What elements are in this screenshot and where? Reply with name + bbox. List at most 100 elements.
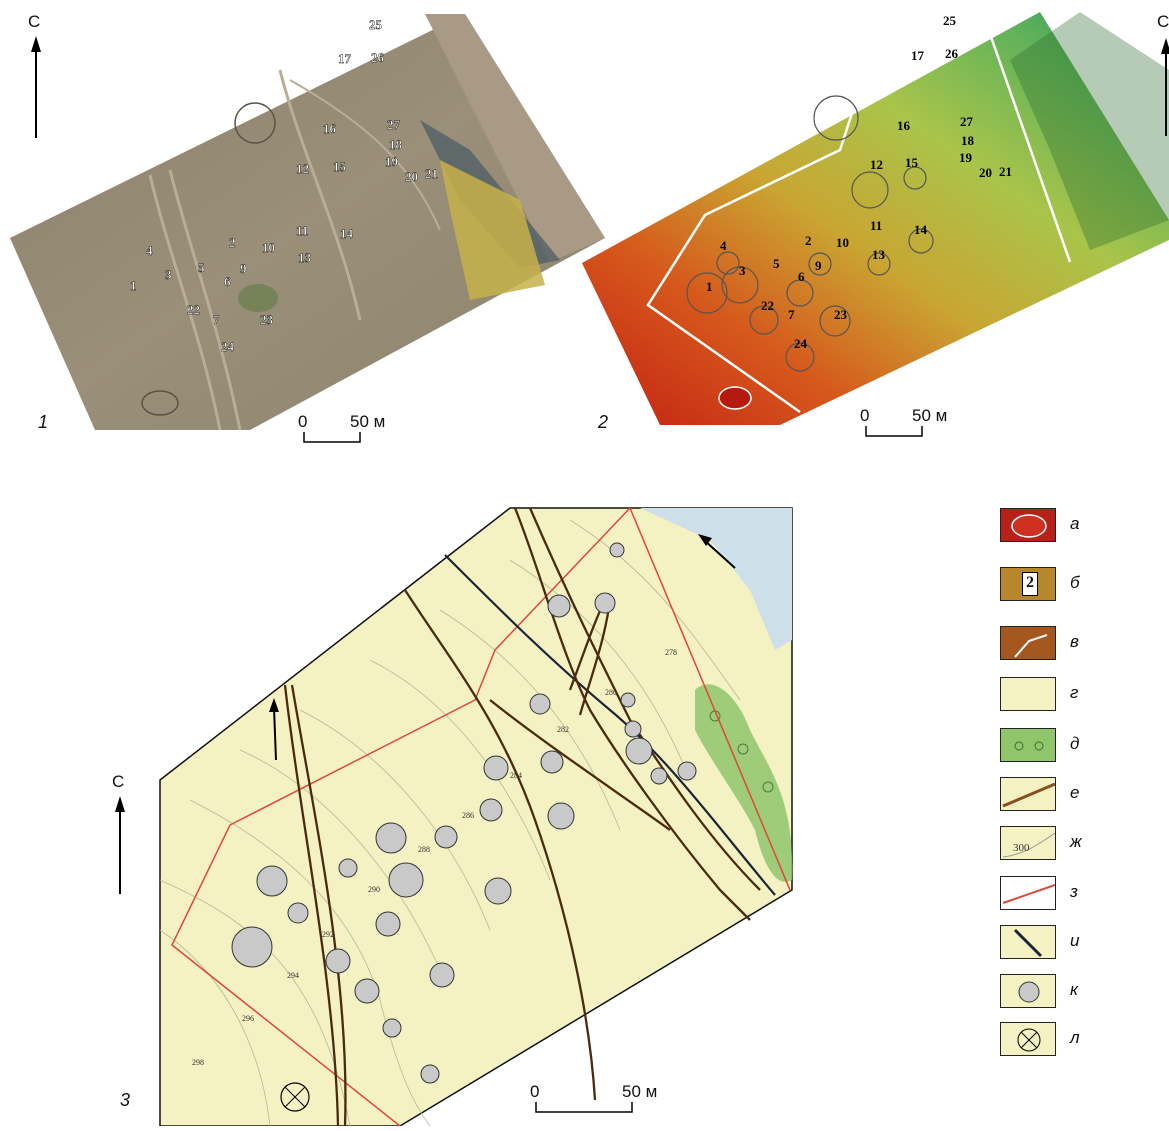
contour-label: 286 <box>462 811 474 820</box>
mound-label: 15 <box>905 155 919 170</box>
legend-item: в <box>1000 626 1160 662</box>
mound-label: 24 <box>794 336 808 351</box>
mound-label: 21 <box>425 166 438 181</box>
burial-mound-icon <box>1000 974 1056 1008</box>
north-arrow-icon <box>115 796 125 894</box>
legend-item: а <box>1000 508 1160 544</box>
aerial-photo-panel: 1 2 3 4 5 6 7 9 10 11 12 13 14 15 16 17 … <box>0 0 610 440</box>
mound-label: 14 <box>914 222 928 237</box>
contour-label: 278 <box>665 648 677 657</box>
legend-letter: в <box>1070 632 1079 651</box>
marker-circle-legend-icon <box>1000 1022 1056 1056</box>
legend-item: и <box>1000 925 1160 961</box>
mound-label: 26 <box>371 50 385 65</box>
scale-bar: 0 50 м <box>528 1080 668 1116</box>
mound-label: 20 <box>979 165 992 180</box>
legend-letter: д <box>1070 734 1080 753</box>
scale-bar: 0 50 м <box>296 410 406 446</box>
mound-label: 7 <box>788 307 795 322</box>
mound-label: 11 <box>296 223 308 238</box>
mound-label: 17 <box>911 48 925 63</box>
mound-label: 26 <box>945 46 959 61</box>
contour-label: 298 <box>192 1058 204 1067</box>
mound-label: 2 <box>805 233 812 248</box>
scale-end: 50 м <box>622 1082 658 1101</box>
mound-label: 21 <box>999 164 1012 179</box>
mound-label: 5 <box>198 260 205 275</box>
mound-label: 20 <box>405 169 418 184</box>
mound-label: 16 <box>897 118 911 133</box>
legend-item: к <box>1000 974 1160 1010</box>
north-label: С <box>112 772 125 791</box>
mound-label: 12 <box>870 157 883 172</box>
mound-label: 27 <box>960 114 974 129</box>
mound-label: 10 <box>262 240 275 255</box>
ridge-line-icon <box>1000 925 1056 959</box>
dem-labels: 1 2 3 4 5 6 7 9 10 11 12 13 14 15 16 17 … <box>706 13 1012 351</box>
scale-zero: 0 <box>860 406 870 425</box>
mound-label: 13 <box>298 250 312 265</box>
aerial-photo-map: 1 2 3 4 5 6 7 9 10 11 12 13 14 15 16 17 … <box>10 14 605 431</box>
contour-label: 290 <box>368 885 380 894</box>
scale-zero: 0 <box>530 1082 540 1101</box>
mound-label: 25 <box>369 17 383 32</box>
mound-label: 14 <box>340 226 354 241</box>
mound-label: 12 <box>296 161 309 176</box>
mound-label: 9 <box>815 258 822 273</box>
contour-label: 296 <box>242 1014 254 1023</box>
mound-label: 6 <box>798 269 805 284</box>
dem-panel: 1 2 3 4 5 6 7 9 10 11 12 13 14 15 16 17 … <box>580 0 1169 440</box>
contour-label: 292 <box>322 930 334 939</box>
steppe-fill-icon <box>1000 677 1056 711</box>
mound-label: 22 <box>761 298 774 313</box>
mound-label: 6 <box>224 274 231 289</box>
mound-label: 24 <box>221 339 235 354</box>
panel1-labels: 1 2 3 4 5 6 7 9 10 11 12 13 14 15 16 17 … <box>130 17 438 354</box>
mound-label: 23 <box>260 312 274 327</box>
legend-letter: к <box>1070 980 1079 999</box>
mound-label: 16 <box>323 121 337 136</box>
legend-letter: г <box>1070 683 1079 702</box>
mound-label: 17 <box>338 51 352 66</box>
contour-label: 282 <box>557 725 569 734</box>
mound-label: 27 <box>387 117 401 132</box>
marker-circle-icon <box>280 1082 310 1112</box>
mound-label: 15 <box>333 159 347 174</box>
legend-item: 2 б <box>1000 567 1160 603</box>
north-label: С <box>28 12 41 31</box>
mound-label: 5 <box>773 256 780 271</box>
scale-zero: 0 <box>298 412 308 431</box>
mound-label: 7 <box>213 312 220 327</box>
legend-item: е <box>1000 777 1160 813</box>
vegetation-fill-icon <box>1000 728 1056 762</box>
legend-letter: и <box>1070 931 1080 950</box>
contour-label: 288 <box>418 845 430 854</box>
scale-end: 50 м <box>350 412 386 431</box>
contour-line-icon: 300 <box>1000 826 1056 860</box>
legend-item: г <box>1000 677 1160 713</box>
boundary-line-icon <box>1000 626 1056 660</box>
panel-number: 3 <box>120 1090 131 1110</box>
mound-label: 13 <box>872 247 886 262</box>
dem-mound-icon <box>1000 508 1056 542</box>
contour-label: 280 <box>605 688 617 697</box>
mound-label: 4 <box>720 238 727 253</box>
mound-label: 23 <box>834 307 848 322</box>
mound-label: 2 <box>229 235 236 250</box>
north-label-right: С <box>1157 12 1169 31</box>
legend-letter: а <box>1070 514 1080 533</box>
survey-boundary-icon <box>1000 876 1056 910</box>
legend-item: д <box>1000 728 1160 764</box>
contour-label: 294 <box>287 971 299 980</box>
mound-label: 9 <box>240 261 247 276</box>
mound-label: 3 <box>165 267 172 282</box>
site-plan-map: 278 280 282 284 286 288 290 292 294 296 … <box>159 507 793 1127</box>
mound-label: 11 <box>870 218 882 233</box>
numbered-marker-icon: 2 <box>1000 567 1056 601</box>
legend-item: з <box>1000 876 1160 912</box>
mound-label: 4 <box>146 243 153 258</box>
north-arrow-icon <box>1161 38 1169 136</box>
contour-label: 284 <box>510 771 522 780</box>
mound-label: 19 <box>959 150 973 165</box>
north-arrow-icon <box>31 36 41 138</box>
